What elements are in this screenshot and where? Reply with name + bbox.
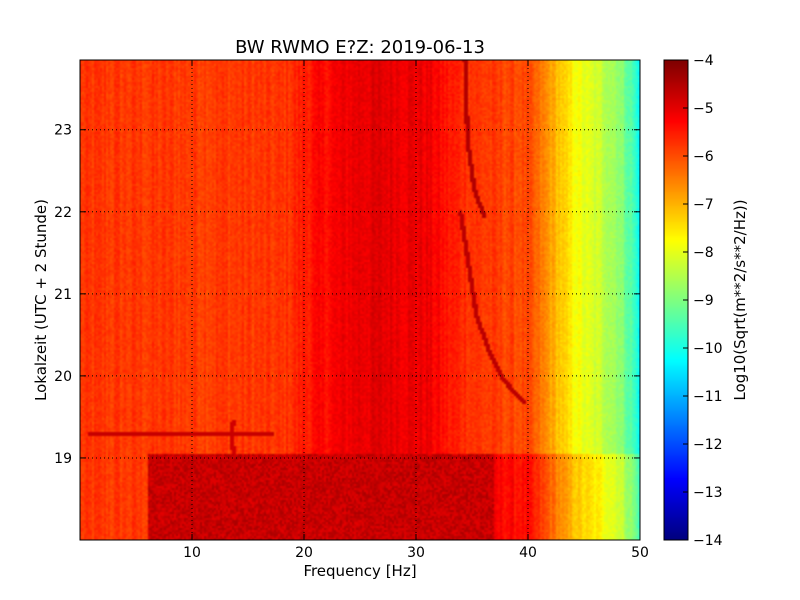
y-tick-label: 20: [54, 369, 72, 385]
x-tick-label: 50: [631, 545, 649, 561]
x-tick-label: 20: [295, 545, 313, 561]
colorbar-tick-label: −8: [693, 245, 714, 261]
colorbar-ticks: −4 −5 −6 −7 −8 −9 −10 −11 −12 −13 −14: [683, 53, 723, 549]
x-tick-label: 40: [519, 545, 537, 561]
colorbar-tick-label: −6: [693, 149, 714, 165]
y-tick-label: 22: [54, 205, 72, 221]
colorbar-tick-label: −5: [693, 101, 714, 117]
x-tick-label: 10: [183, 545, 201, 561]
y-axis-ticks: 19 20 21 22 23: [54, 123, 640, 467]
y-tick-label: 21: [54, 287, 72, 303]
x-axis-label: Frequency [Hz]: [303, 562, 416, 580]
colorbar-label: Log10(Sqrt(m**2/s**2/Hz)): [731, 199, 749, 400]
y-tick-label: 19: [54, 451, 72, 467]
colorbar-tick-label: −12: [693, 437, 723, 453]
colorbar-tick-label: −7: [693, 197, 714, 213]
chart-title: BW RWMO E?Z: 2019-06-13: [235, 37, 485, 58]
spectrogram-heatmap: [80, 60, 640, 540]
colorbar-tick-label: −9: [693, 293, 714, 309]
colorbar-tick-label: −13: [693, 485, 723, 501]
x-axis-ticks: 10 20 30 40 50: [183, 60, 649, 561]
y-axis-label: Lokalzeit (UTC + 2 Stunde): [32, 199, 50, 401]
plot-frame: [79, 59, 641, 541]
colorbar-tick-label: −4: [693, 53, 714, 69]
colorbar-tick-label: −11: [693, 389, 723, 405]
y-tick-label: 23: [54, 123, 72, 139]
colorbar-tick-label: −10: [693, 341, 723, 357]
colorbar: −4 −5 −6 −7 −8 −9 −10 −11 −12 −13 −14: [663, 53, 723, 549]
plot-area: 10 20 30 40 50 19 20 21 22 23: [54, 59, 649, 561]
grid-lines: [80, 60, 640, 540]
x-tick-label: 30: [407, 545, 425, 561]
colorbar-tick-label: −14: [693, 533, 723, 549]
